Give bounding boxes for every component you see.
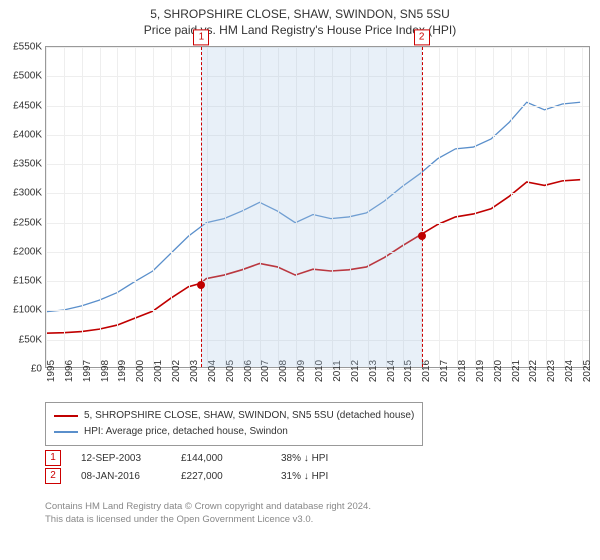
chart-plot-area: £0£50K£100K£150K£200K£250K£300K£350K£400… [45,46,590,368]
event-marker-icon: 1 [45,450,61,466]
y-tick-label: £350K [13,159,42,170]
event-price: £227,000 [181,471,261,482]
x-tick-label: 1996 [64,360,75,382]
x-tick-label: 2000 [135,360,146,382]
chart-subtitle: Price paid vs. HM Land Registry's House … [0,23,600,41]
x-tick-label: 2025 [582,360,593,382]
legend-item: 5, SHROPSHIRE CLOSE, SHAW, SWINDON, SN5 … [54,408,414,424]
x-tick-label: 1998 [100,360,111,382]
y-tick-label: £100K [13,305,42,316]
marker-dot [418,232,426,240]
x-tick-label: 2018 [457,360,468,382]
event-delta: 38% ↓ HPI [281,453,361,464]
attribution-footer: Contains HM Land Registry data © Crown c… [45,500,371,527]
y-tick-label: £50K [19,334,42,345]
x-tick-label: 2022 [528,360,539,382]
marker-dash [201,47,202,367]
legend-swatch [54,431,78,433]
y-tick-label: £300K [13,188,42,199]
sale-event-row: 1 12-SEP-2003 £144,000 38% ↓ HPI [45,450,361,466]
y-tick-label: £200K [13,246,42,257]
event-date: 12-SEP-2003 [81,453,161,464]
event-delta: 31% ↓ HPI [281,471,361,482]
sale-period-band [201,47,421,367]
y-tick-label: £0 [31,364,42,375]
x-tick-label: 2020 [493,360,504,382]
chart-title: 5, SHROPSHIRE CLOSE, SHAW, SWINDON, SN5 … [0,0,600,23]
legend-text: 5, SHROPSHIRE CLOSE, SHAW, SWINDON, SN5 … [84,408,414,424]
x-tick-label: 2023 [546,360,557,382]
marker-label-box: 2 [414,29,430,45]
y-tick-label: £400K [13,129,42,140]
y-tick-label: £250K [13,217,42,228]
x-tick-label: 2019 [475,360,486,382]
legend-item: HPI: Average price, detached house, Swin… [54,424,414,440]
footer-line-2: This data is licensed under the Open Gov… [45,513,371,526]
marker-label-box: 1 [193,29,209,45]
sale-events-table: 1 12-SEP-2003 £144,000 38% ↓ HPI 2 08-JAN-201… [45,448,361,486]
event-price: £144,000 [181,453,261,464]
y-tick-label: £550K [13,42,42,53]
legend-swatch [54,415,78,417]
y-tick-label: £150K [13,276,42,287]
legend-text: HPI: Average price, detached house, Swin… [84,424,288,440]
x-tick-label: 2002 [171,360,182,382]
marker-dot [197,281,205,289]
x-tick-label: 2003 [189,360,200,382]
marker-dash [422,47,423,367]
y-tick-label: £500K [13,71,42,82]
x-tick-label: 2017 [439,360,450,382]
x-tick-label: 1995 [46,360,57,382]
x-tick-label: 2024 [564,360,575,382]
sale-event-row: 2 08-JAN-2016 £227,000 31% ↓ HPI [45,468,361,484]
event-date: 08-JAN-2016 [81,471,161,482]
footer-line-1: Contains HM Land Registry data © Crown c… [45,500,371,513]
x-tick-label: 2016 [421,360,432,382]
y-tick-label: £450K [13,100,42,111]
x-tick-label: 2021 [511,360,522,382]
x-tick-label: 1997 [82,360,93,382]
event-marker-icon: 2 [45,468,61,484]
x-tick-label: 2001 [153,360,164,382]
legend-box: 5, SHROPSHIRE CLOSE, SHAW, SWINDON, SN5 … [45,402,423,446]
x-tick-label: 1999 [117,360,128,382]
